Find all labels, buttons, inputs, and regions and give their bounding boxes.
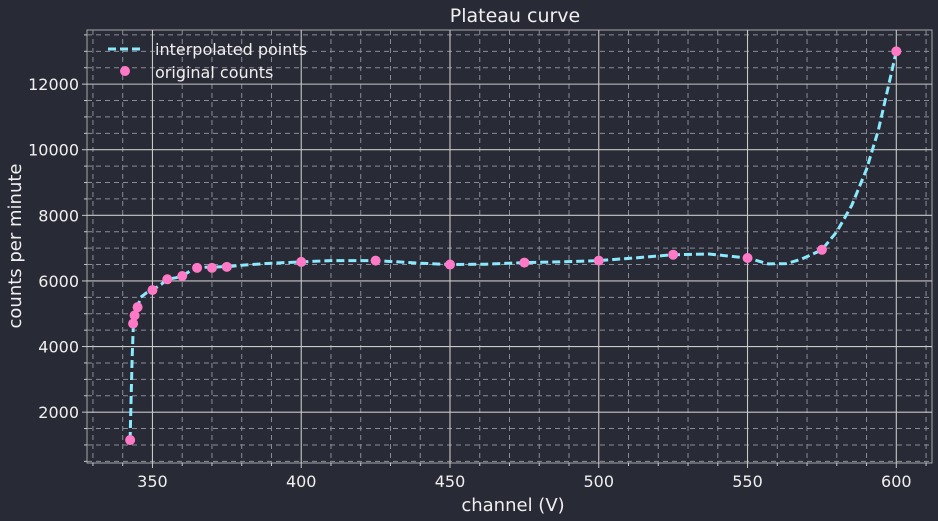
data-point-original-counts [816, 244, 827, 255]
plot-area [86, 29, 933, 464]
y-axis-ticks: 2000 4000 6000 8000 10000 12000 [28, 34, 87, 462]
chart-title: Plateau curve [450, 5, 580, 27]
data-point-original-counts [177, 271, 188, 282]
data-point-original-counts [668, 249, 679, 260]
data-point-original-counts [129, 310, 140, 321]
data-point-original-counts [891, 46, 902, 57]
data-point-original-counts [742, 252, 753, 263]
data-point-original-counts [370, 255, 381, 266]
minor-grid [87, 30, 932, 463]
x-tick-label: 350 [137, 472, 168, 491]
y-tick-label: 10000 [28, 141, 79, 160]
data-point-original-counts [192, 262, 203, 273]
y-tick-label: 4000 [38, 338, 79, 357]
series-layer [125, 46, 902, 446]
legend-label-interpolated: interpolated points [155, 40, 307, 59]
x-tick-label: 450 [435, 472, 466, 491]
data-point-original-counts [132, 302, 143, 313]
data-point-original-counts [128, 318, 139, 329]
data-point-original-counts [444, 259, 455, 270]
y-tick-label: 12000 [28, 75, 79, 94]
data-point-original-counts [519, 257, 530, 268]
legend-swatch-original [120, 66, 130, 76]
series-line-interpolated-points [128, 50, 898, 441]
x-axis-ticks: 350 400 450 500 550 600 [92, 463, 927, 491]
x-tick-label: 500 [583, 472, 614, 491]
legend: interpolated points original counts [108, 40, 307, 82]
y-tick-label: 8000 [38, 206, 79, 225]
x-axis-label: channel (V) [461, 495, 564, 516]
y-axis-label: counts per minute [5, 164, 26, 329]
data-point-original-counts [147, 285, 158, 296]
y-tick-label: 6000 [38, 272, 79, 291]
x-tick-label: 550 [732, 472, 763, 491]
major-grid [87, 30, 932, 463]
data-point-original-counts [296, 256, 307, 267]
data-point-original-counts [593, 255, 604, 266]
x-tick-label: 400 [286, 472, 317, 491]
y-tick-label: 2000 [38, 403, 79, 422]
data-point-original-counts [206, 262, 217, 273]
data-point-original-counts [162, 274, 173, 285]
legend-label-original: original counts [155, 63, 273, 82]
data-point-original-counts [221, 261, 232, 272]
x-tick-label: 600 [881, 472, 912, 491]
data-point-original-counts [125, 435, 136, 446]
